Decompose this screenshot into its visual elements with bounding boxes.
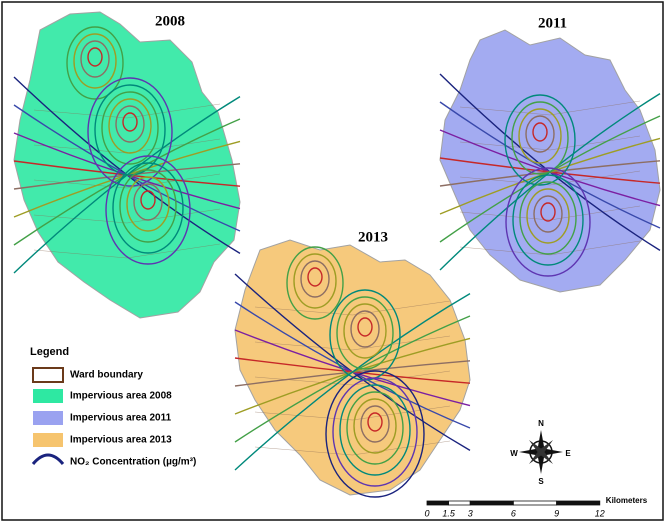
compass-n: N [538,419,544,428]
scale-label: 12 [595,508,605,518]
scale-segment [427,501,449,505]
compass-w: W [510,449,518,458]
swatch-2011 [33,411,63,425]
scale-unit: Kilometers [606,496,648,505]
scale-label: 1.5 [442,508,456,518]
compass-e: E [565,449,571,458]
scale-segment [470,501,513,505]
map-year: 2013 [358,229,388,245]
scale-segment [449,501,471,505]
figure: 2008 2011 2013 Legend Ward boundary Impe… [0,0,665,522]
scale-label: 0 [424,508,429,518]
scale-label: 9 [554,508,559,518]
legend-item: Impervious area 2011 [70,413,172,424]
map-year: 2011 [538,15,567,31]
map-year: 2008 [155,13,185,29]
legend-item: Impervious area 2008 [70,391,172,402]
swatch-2013 [33,433,63,447]
legend-item: Impervious area 2013 [70,435,172,446]
scale-segment [557,501,600,505]
scale-label: 3 [468,508,473,518]
legend-item: NO₂ Concentration (µg/m³) [70,457,196,468]
scale-segment [513,501,556,505]
compass-s: S [538,477,544,486]
legend-item: Ward boundary [70,370,143,381]
swatch-ward [33,368,63,382]
legend-title: Legend [30,346,69,358]
swatch-2008 [33,389,63,403]
scale-label: 6 [511,508,516,518]
